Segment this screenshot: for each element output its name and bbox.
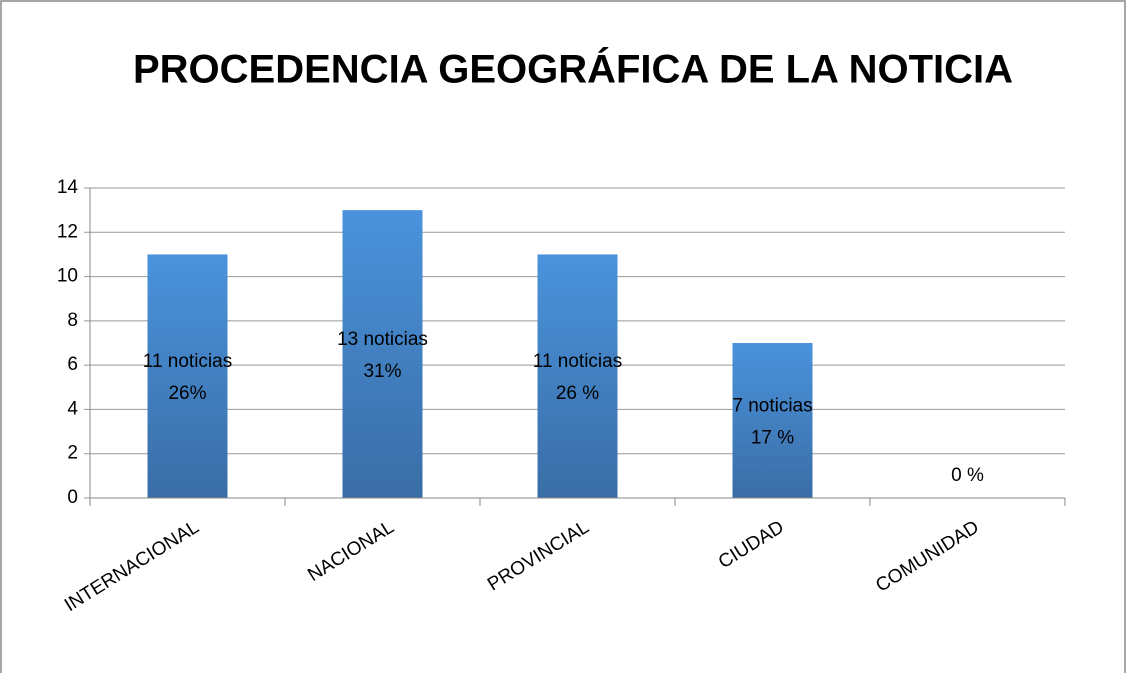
y-tick-label: 10 (57, 266, 78, 287)
percent-label: 26% (168, 383, 206, 404)
y-tick-label: 6 (67, 354, 78, 375)
bar (342, 210, 423, 498)
percent-label: 26 % (556, 383, 599, 404)
y-tick-label: 2 (67, 443, 78, 464)
y-tick-label: 12 (57, 221, 78, 242)
bar (732, 343, 813, 498)
chart-title: PROCEDENCIA GEOGRÁFICA DE LA NOTICIA (133, 47, 1013, 92)
value-label: 13 noticias (337, 329, 428, 350)
value-label: 11 noticias (143, 351, 232, 372)
value-label: 7 noticias (732, 396, 812, 417)
value-label: 11 noticias (533, 351, 622, 372)
y-tick-label: 4 (67, 398, 78, 419)
bar (537, 254, 618, 498)
percent-label: 17 % (751, 428, 794, 449)
percent-label: 31% (363, 361, 401, 382)
bar (147, 254, 228, 498)
y-tick-label: 0 (67, 487, 78, 508)
percent-label: 0 % (951, 465, 984, 486)
y-tick-label: 8 (67, 310, 78, 331)
y-tick-label: 14 (57, 177, 79, 198)
